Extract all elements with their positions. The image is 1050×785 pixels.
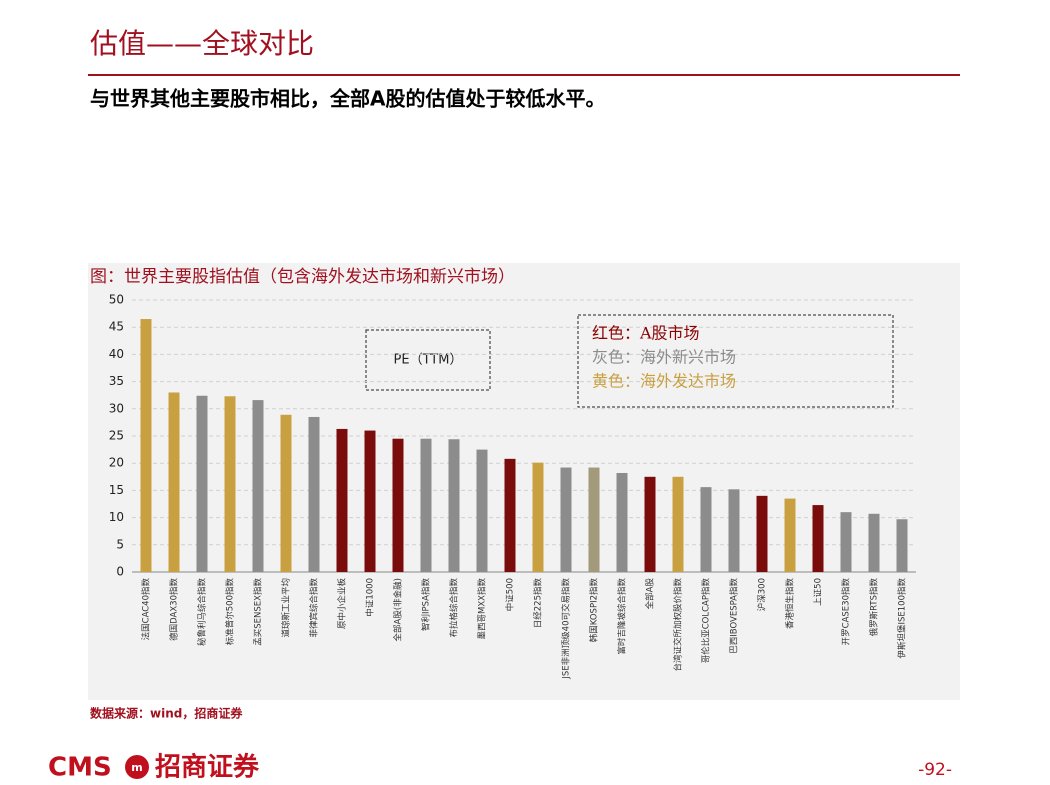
x-tick-label: 哥伦比亚COLCAP指数	[701, 578, 712, 664]
y-tick-label: 25	[109, 429, 124, 443]
x-tick-label: 俄罗斯RTS指数	[869, 578, 880, 637]
bar	[868, 513, 880, 572]
x-tick-label: 孟买SENSEX指数	[253, 578, 264, 646]
y-tick-label: 30	[109, 401, 124, 415]
bar	[336, 428, 348, 572]
x-tick-label: 韩国KOSPI2指数	[589, 578, 600, 643]
x-tick-label: 香港恒生指数	[785, 578, 796, 630]
x-tick-label: 沪深300	[757, 578, 768, 611]
bar	[504, 458, 516, 572]
y-tick-label: 45	[109, 320, 124, 334]
bar	[448, 439, 460, 572]
legend-entry: 黄色：海外发达市场	[592, 372, 736, 391]
x-tick-label: 菲律宾综合指数	[309, 578, 320, 638]
page-number: -92-	[918, 760, 952, 780]
bar	[728, 489, 740, 572]
bar	[588, 467, 600, 572]
x-tick-label: 智利IPSA指数	[421, 578, 432, 632]
legend-entry: 红色：A股市场	[592, 324, 700, 343]
chart-title: 图：世界主要股指估值（包含海外发达市场和新兴市场）	[90, 267, 515, 287]
bar	[644, 476, 656, 572]
bar	[896, 519, 908, 572]
x-tick-label: 日经225指数	[533, 578, 544, 629]
y-tick-label: 40	[109, 347, 124, 361]
bar	[616, 472, 628, 572]
logo-icon	[125, 755, 149, 779]
bar	[280, 414, 292, 572]
bar	[252, 400, 264, 572]
y-tick-label: 5	[116, 537, 124, 551]
x-tick-label: 标准普尔500指数	[225, 578, 236, 646]
x-tick-label: 全部A股(非金融)	[393, 578, 404, 641]
annotation-box	[365, 329, 491, 391]
x-tick-label: 法国CAC40指数	[141, 578, 152, 641]
x-tick-label: 富时吉隆坡综合指数	[617, 578, 628, 655]
logo-chinese: 招商证券	[155, 752, 260, 783]
x-tick-label: 墨西哥MXX指数	[477, 578, 488, 640]
logo-mark: m	[131, 761, 142, 774]
x-tick-label: 道琼斯工业平均	[281, 578, 292, 638]
x-tick-label: 中证1000	[365, 578, 376, 617]
legend-entry: 灰色：海外新兴市场	[592, 348, 736, 367]
x-tick-label: JSE非洲顶级40可交易指数	[561, 578, 572, 680]
source-note: 数据来源：wind，招商证券	[90, 706, 243, 721]
x-tick-label: 德国DAX30指数	[169, 578, 180, 641]
x-tick-label: 原中小企业板	[337, 578, 348, 630]
bar	[532, 462, 544, 572]
x-tick-label: 伊斯坦堡ISE100指数	[897, 578, 908, 659]
bar	[140, 319, 152, 572]
legend-box	[577, 314, 894, 408]
bar	[224, 396, 236, 572]
bar	[784, 498, 796, 572]
y-tick-label: 10	[109, 510, 124, 524]
bar	[168, 392, 180, 572]
x-tick-label: 全部A股	[645, 578, 656, 610]
bar	[700, 487, 712, 572]
bar	[196, 395, 208, 572]
y-tick-label: 0	[116, 565, 124, 579]
annotation: PE（TTM）	[394, 353, 463, 368]
x-tick-label: 巴西IBOVESPA指数	[729, 578, 740, 654]
bar	[308, 416, 320, 572]
x-tick-label: 秘鲁利马综合指数	[197, 578, 208, 647]
bar	[392, 438, 404, 572]
y-tick-label: 35	[109, 374, 124, 388]
x-tick-label: 开罗CASE30指数	[841, 578, 852, 646]
x-tick-label: 上证50	[814, 578, 824, 606]
bar	[476, 449, 488, 572]
x-tick-label: 布拉格综合指数	[449, 578, 460, 638]
bar	[812, 505, 824, 572]
bar	[560, 467, 572, 572]
x-tick-label: 中证500	[505, 578, 516, 611]
x-tick-label: 台湾证交所加权股价指数	[673, 578, 684, 672]
chart-panel	[88, 263, 960, 700]
y-tick-label: 15	[109, 483, 124, 497]
logo-latin: CMS	[48, 753, 112, 783]
y-tick-label: 50	[109, 293, 124, 307]
slide-title: 估值——全球对比	[90, 27, 314, 60]
y-tick-label: 20	[109, 456, 124, 470]
bar	[672, 476, 684, 572]
subtitle: 与世界其他主要股市相比，全部A股的估值处于较低水平。	[90, 87, 605, 111]
bar	[364, 430, 376, 572]
bar	[756, 495, 768, 572]
bar	[420, 438, 432, 572]
bar	[840, 512, 852, 572]
